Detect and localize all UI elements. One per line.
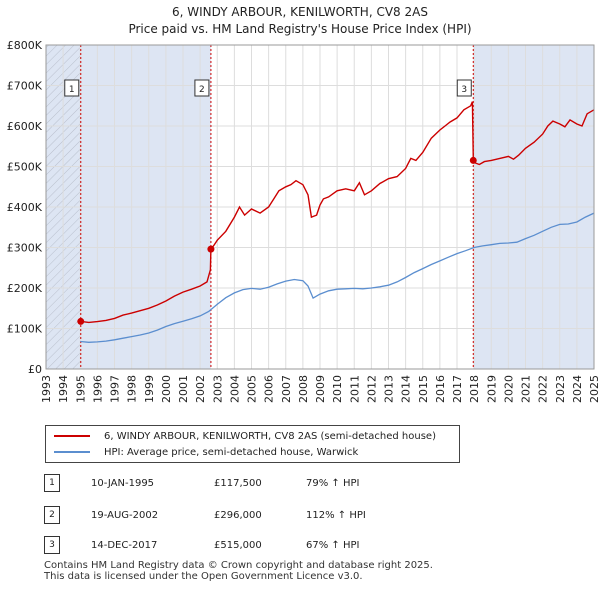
sale-date: 10-JAN-1995 xyxy=(91,478,155,489)
x-tick-label: 2012 xyxy=(365,375,378,403)
sale-price: £515,000 xyxy=(214,540,262,551)
x-tick-label: 1996 xyxy=(91,375,104,403)
sale-hpi-change: 67% ↑ HPI xyxy=(306,540,360,551)
x-tick-label: 2020 xyxy=(502,375,515,403)
price-line xyxy=(80,101,595,324)
x-tick-label: 2023 xyxy=(554,375,567,403)
x-tick-label: 2011 xyxy=(348,375,361,403)
x-tick-label: 2016 xyxy=(434,375,447,403)
x-tick-label: 1994 xyxy=(57,375,70,403)
sale-hpi-change: 79% ↑ HPI xyxy=(306,478,360,489)
plot-border xyxy=(45,44,595,370)
x-tick-label: 2014 xyxy=(400,375,413,403)
x-tick-label: 2003 xyxy=(211,375,224,403)
hpi-line xyxy=(80,212,595,343)
x-tick-label: 1993 xyxy=(40,375,53,403)
legend-item-price: 6, WINDY ARBOUR, KENILWORTH, CV8 2AS (se… xyxy=(54,430,436,444)
price-chart: £0 £100K £200K £300K £400K £500K £600K £700K £80… xyxy=(7,39,600,403)
footer-copyright: Contains HM Land Registry data © Crown c… xyxy=(44,560,433,571)
legend-item-hpi: HPI: Average price, semi-detached house,… xyxy=(54,446,358,460)
sale-point xyxy=(469,156,477,164)
legend-swatch-hpi xyxy=(54,451,90,453)
y-tick-label: £100K xyxy=(7,323,43,336)
y-tick-label: £700K xyxy=(7,80,43,93)
x-tick-label: 1998 xyxy=(126,375,139,403)
x-tick-label: 2007 xyxy=(280,375,293,403)
sale-price: £117,500 xyxy=(214,478,262,489)
sale-price: £296,000 xyxy=(214,510,262,521)
x-tick-label: 2001 xyxy=(177,375,190,403)
sale-label-number: 1 xyxy=(69,85,75,95)
x-tick-label: 1995 xyxy=(74,375,87,403)
x-tick-label: 2024 xyxy=(571,375,584,403)
sale-label-number: 2 xyxy=(199,85,205,95)
x-tick-label: 2013 xyxy=(383,375,396,403)
x-tick-label: 2009 xyxy=(314,375,327,403)
y-tick-label: £0 xyxy=(28,363,42,376)
sale-point xyxy=(207,245,215,253)
y-tick-label: £400K xyxy=(7,201,43,214)
footer-licence: This data is licensed under the Open Gov… xyxy=(44,571,363,582)
chart-title: 6, WINDY ARBOUR, KENILWORTH, CV8 2AS Pri… xyxy=(0,4,600,38)
x-tick-label: 2010 xyxy=(331,375,344,403)
x-tick-label: 2008 xyxy=(297,375,310,403)
x-tick-label: 2005 xyxy=(246,375,259,403)
sale-date: 14-DEC-2017 xyxy=(91,540,158,551)
x-tick-label: 2006 xyxy=(263,375,276,403)
y-tick-label: £500K xyxy=(7,161,43,174)
y-tick-label: £600K xyxy=(7,120,43,133)
sale-hpi-change: 112% ↑ HPI xyxy=(306,510,366,521)
x-tick-label: 1999 xyxy=(143,375,156,403)
sale-number-badge: 3 xyxy=(44,536,60,554)
legend-label-hpi: HPI: Average price, semi-detached house,… xyxy=(104,447,359,458)
x-tick-label: 1997 xyxy=(109,375,122,403)
chart-title-line1: 6, WINDY ARBOUR, KENILWORTH, CV8 2AS xyxy=(172,5,428,19)
x-tick-label: 2000 xyxy=(160,375,173,403)
y-tick-label: £300K xyxy=(7,242,43,255)
y-tick-label: £200K xyxy=(7,282,43,295)
sale-number-badge: 2 xyxy=(44,506,60,524)
legend-swatch-price xyxy=(54,435,90,437)
sale-label-number: 3 xyxy=(461,85,467,95)
sale-label-box xyxy=(194,79,210,97)
sale-point xyxy=(77,317,85,325)
footer: Contains HM Land Registry data © Crown c… xyxy=(44,560,433,582)
x-tick-label: 2019 xyxy=(485,375,498,403)
chart-title-line2: Price paid vs. HM Land Registry's House … xyxy=(128,22,472,36)
sale-label-box xyxy=(64,79,80,97)
chart-legend: 6, WINDY ARBOUR, KENILWORTH, CV8 2AS (se… xyxy=(45,425,460,463)
sale-label-box xyxy=(456,79,472,97)
sale-number-badge: 1 xyxy=(44,474,60,492)
y-tick-label: £800K xyxy=(7,39,43,52)
sale-date: 19-AUG-2002 xyxy=(91,510,159,521)
x-tick-label: 2022 xyxy=(537,375,550,403)
x-tick-label: 2017 xyxy=(451,375,464,403)
legend-label-price: 6, WINDY ARBOUR, KENILWORTH, CV8 2AS (se… xyxy=(104,431,436,442)
x-tick-label: 2018 xyxy=(468,375,481,403)
x-tick-label: 2002 xyxy=(194,375,207,403)
x-tick-label: 2021 xyxy=(520,375,533,403)
x-tick-label: 2004 xyxy=(228,375,241,403)
x-tick-label: 2015 xyxy=(417,375,430,403)
x-tick-label: 2025 xyxy=(588,375,600,403)
